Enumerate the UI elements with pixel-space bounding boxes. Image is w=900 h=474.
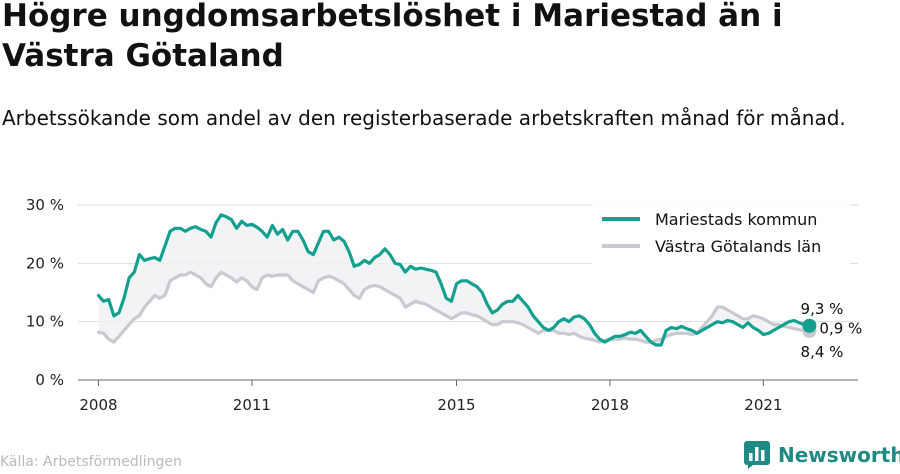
newsworthy-logo-icon xyxy=(744,441,770,469)
end-label-vastra-gotaland: 8,4 % xyxy=(801,343,844,361)
x-tick-label: 2018 xyxy=(591,396,629,414)
source-note: Källa: Arbetsförmedlingen xyxy=(0,454,182,470)
x-tick-label: 2015 xyxy=(437,396,475,414)
end-point-mariestad xyxy=(802,318,817,333)
chart-subtitle: Arbetssökande som andel av den registerb… xyxy=(2,106,846,130)
legend-background xyxy=(592,202,850,264)
y-tick-label: 0 % xyxy=(35,371,64,389)
y-tick-label: 30 % xyxy=(26,196,64,214)
legend-label: Västra Götalands län xyxy=(655,237,821,256)
end-label-difference: 0,9 % xyxy=(819,319,862,337)
series-line-vastra-gotaland xyxy=(96,270,811,344)
x-tick-label: 2008 xyxy=(79,396,117,414)
y-tick-label: 20 % xyxy=(26,254,64,272)
series-line-mariestad xyxy=(96,213,811,347)
x-tick-label: 2021 xyxy=(744,396,782,414)
end-label-mariestad: 9,3 % xyxy=(801,300,844,318)
difference-area xyxy=(98,214,810,345)
x-tick-label: 2011 xyxy=(233,396,271,414)
legend-label: Mariestads kommun xyxy=(655,210,817,229)
chart-title: Högre ungdomsarbetslöshet i Mariestad än… xyxy=(2,0,783,74)
brand-logo: Newsworthy xyxy=(744,441,900,469)
y-tick-label: 10 % xyxy=(26,313,64,331)
brand-name: Newsworthy xyxy=(778,443,900,467)
